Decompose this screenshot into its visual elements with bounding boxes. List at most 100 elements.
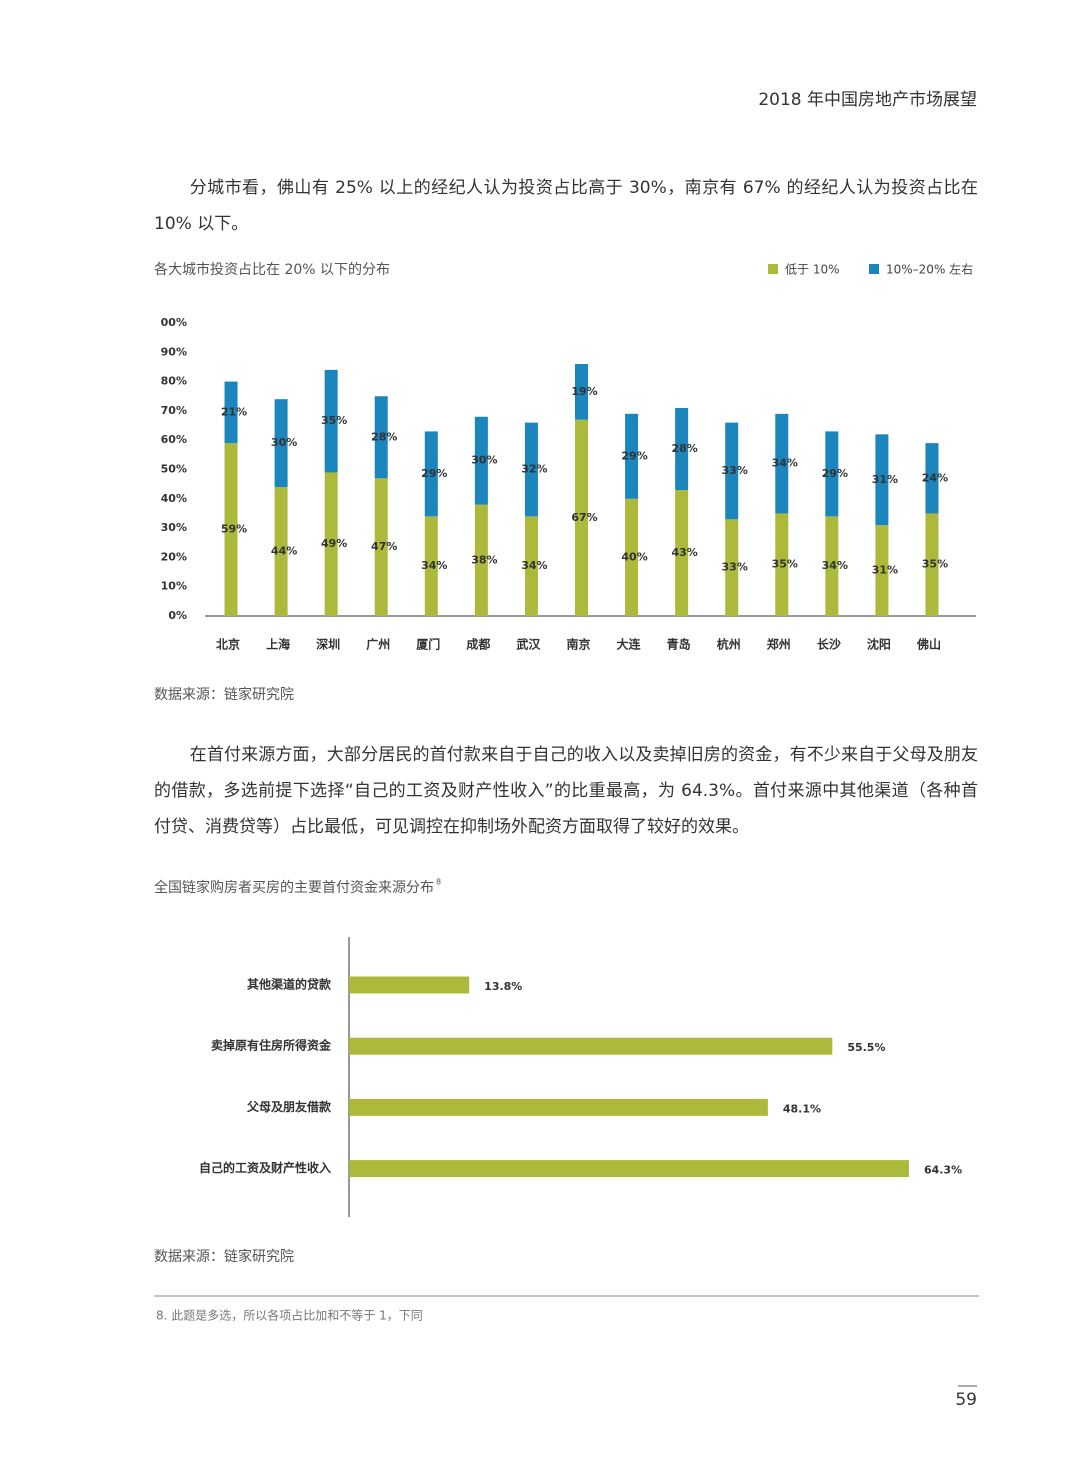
bar-segment — [825, 516, 839, 616]
paragraph: 在首付来源方面，大部分居民的首付款来自于自己的收入以及卖掉旧房的资金，有不少来自… — [154, 745, 978, 837]
data-label: 33% — [722, 464, 748, 477]
data-label: 29% — [621, 449, 647, 462]
legend-label: 低于 10% — [785, 263, 840, 277]
x-tick-label: 武汉 — [516, 637, 541, 652]
y-tick-label: 0% — [168, 609, 187, 622]
data-label: 49% — [321, 537, 347, 550]
bar — [349, 976, 470, 994]
data-label: 30% — [271, 436, 297, 449]
bar-segment — [725, 422, 739, 520]
legend-label: 10%–20% 左右 — [886, 262, 973, 277]
bar-segment — [374, 478, 388, 616]
chart-source: 数据来源：链家研究院 — [154, 1248, 294, 1265]
x-tick-label: 上海 — [266, 637, 290, 652]
bar-segment — [775, 413, 789, 514]
page-number: 59 — [955, 1390, 977, 1410]
legend-swatch — [768, 264, 778, 274]
data-label: 34% — [772, 457, 798, 470]
header-title: 2018 年中国房地产市场展望 — [758, 90, 977, 110]
x-tick-label: 郑州 — [767, 637, 791, 652]
chart-source: 数据来源：链家研究院 — [154, 686, 294, 703]
y-tick-label: 卖掉原有住房所得资金 — [211, 1038, 332, 1053]
data-label: 59% — [221, 523, 247, 536]
data-label: 67% — [571, 511, 597, 524]
bar-segment — [575, 364, 588, 420]
data-label: 28% — [371, 430, 397, 443]
data-label: 31% — [872, 564, 898, 577]
bar-segment — [324, 472, 338, 616]
y-tick-label: 50% — [161, 463, 187, 476]
data-label: 34% — [421, 559, 447, 572]
data-label: 47% — [371, 540, 397, 553]
bar-segment — [825, 431, 839, 517]
footnote: 8. 此题是多选，所以各项占比加和不等于 1，下同 — [156, 1308, 423, 1323]
data-label: 32% — [521, 463, 547, 476]
x-tick-label: 杭州 — [717, 637, 741, 652]
x-tick-label: 大连 — [617, 637, 642, 652]
x-tick-label: 佛山 — [916, 637, 941, 652]
x-tick-label: 成都 — [466, 637, 490, 652]
data-label: 19% — [571, 385, 597, 398]
bar — [349, 1037, 833, 1055]
data-label: 33% — [722, 561, 748, 574]
data-label: 24% — [922, 471, 948, 484]
bar-segment — [274, 399, 288, 488]
data-label: 43% — [671, 546, 697, 559]
bar-segment — [625, 498, 639, 616]
bar-segment — [625, 413, 639, 499]
bar-segment — [524, 516, 538, 616]
bar-segment — [675, 407, 689, 491]
y-tick-label: 自己的工资及财产性收入 — [199, 1160, 331, 1175]
bar-segment — [224, 443, 238, 616]
bar-segment — [875, 434, 889, 526]
data-label: 31% — [872, 473, 898, 486]
bar-segment — [424, 516, 438, 616]
paragraph: 分城市看，佛山有 25% 以上的经纪人认为投资占比高于 30%，南京有 67% … — [154, 178, 978, 234]
bar-segment — [775, 513, 789, 616]
bar-segment — [524, 422, 538, 517]
x-tick-label: 北京 — [216, 637, 240, 652]
bar-segment — [575, 419, 588, 616]
bar-segment — [324, 369, 338, 473]
x-tick-label: 广州 — [366, 637, 390, 652]
data-label: 55.5% — [847, 1041, 885, 1054]
bar-segment — [274, 487, 288, 616]
x-tick-label: 厦门 — [416, 637, 440, 652]
bar-segment — [925, 443, 939, 514]
data-label: 35% — [772, 558, 798, 571]
data-label: 13.8% — [484, 980, 522, 993]
bar-segment — [725, 519, 739, 616]
data-label: 64.3% — [924, 1164, 962, 1177]
data-label: 48.1% — [783, 1102, 821, 1115]
data-label: 29% — [421, 467, 447, 480]
bar — [349, 1098, 768, 1116]
data-label: 30% — [471, 454, 497, 467]
data-label: 34% — [521, 559, 547, 572]
data-label: 28% — [671, 442, 697, 455]
bar-segment — [474, 416, 488, 505]
x-tick-label: 深圳 — [316, 637, 340, 652]
data-label: 35% — [321, 414, 347, 427]
y-tick-label: 70% — [161, 404, 187, 417]
y-tick-label: 其他渠道的贷款 — [247, 977, 332, 992]
x-tick-label: 南京 — [566, 637, 590, 652]
y-tick-label: 20% — [161, 550, 187, 563]
data-label: 34% — [822, 559, 848, 572]
bar-segment — [675, 490, 689, 616]
bar — [349, 1160, 909, 1178]
y-tick-label: 60% — [161, 433, 187, 446]
chart-title-note: 8 — [436, 878, 441, 887]
data-label: 44% — [271, 545, 297, 558]
y-tick-label: 00% — [161, 316, 187, 329]
y-tick-label: 30% — [161, 521, 187, 534]
bar-segment — [474, 504, 488, 616]
bar-segment — [424, 431, 438, 517]
y-tick-label: 10% — [161, 580, 187, 593]
data-label: 29% — [822, 467, 848, 480]
legend-swatch — [869, 264, 879, 274]
x-tick-label: 青岛 — [667, 637, 691, 652]
y-tick-label: 80% — [161, 375, 187, 388]
data-label: 38% — [471, 553, 497, 566]
